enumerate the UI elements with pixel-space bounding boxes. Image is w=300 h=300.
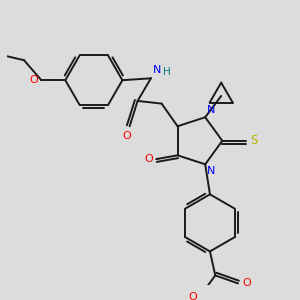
Text: O: O [122, 131, 131, 141]
Text: O: O [144, 154, 153, 164]
Text: N: N [207, 166, 215, 176]
Text: N: N [207, 105, 215, 116]
Text: O: O [29, 75, 38, 85]
Text: N: N [153, 65, 161, 75]
Text: O: O [242, 278, 251, 288]
Text: S: S [250, 134, 258, 147]
Text: O: O [189, 292, 197, 300]
Text: H: H [163, 67, 171, 77]
